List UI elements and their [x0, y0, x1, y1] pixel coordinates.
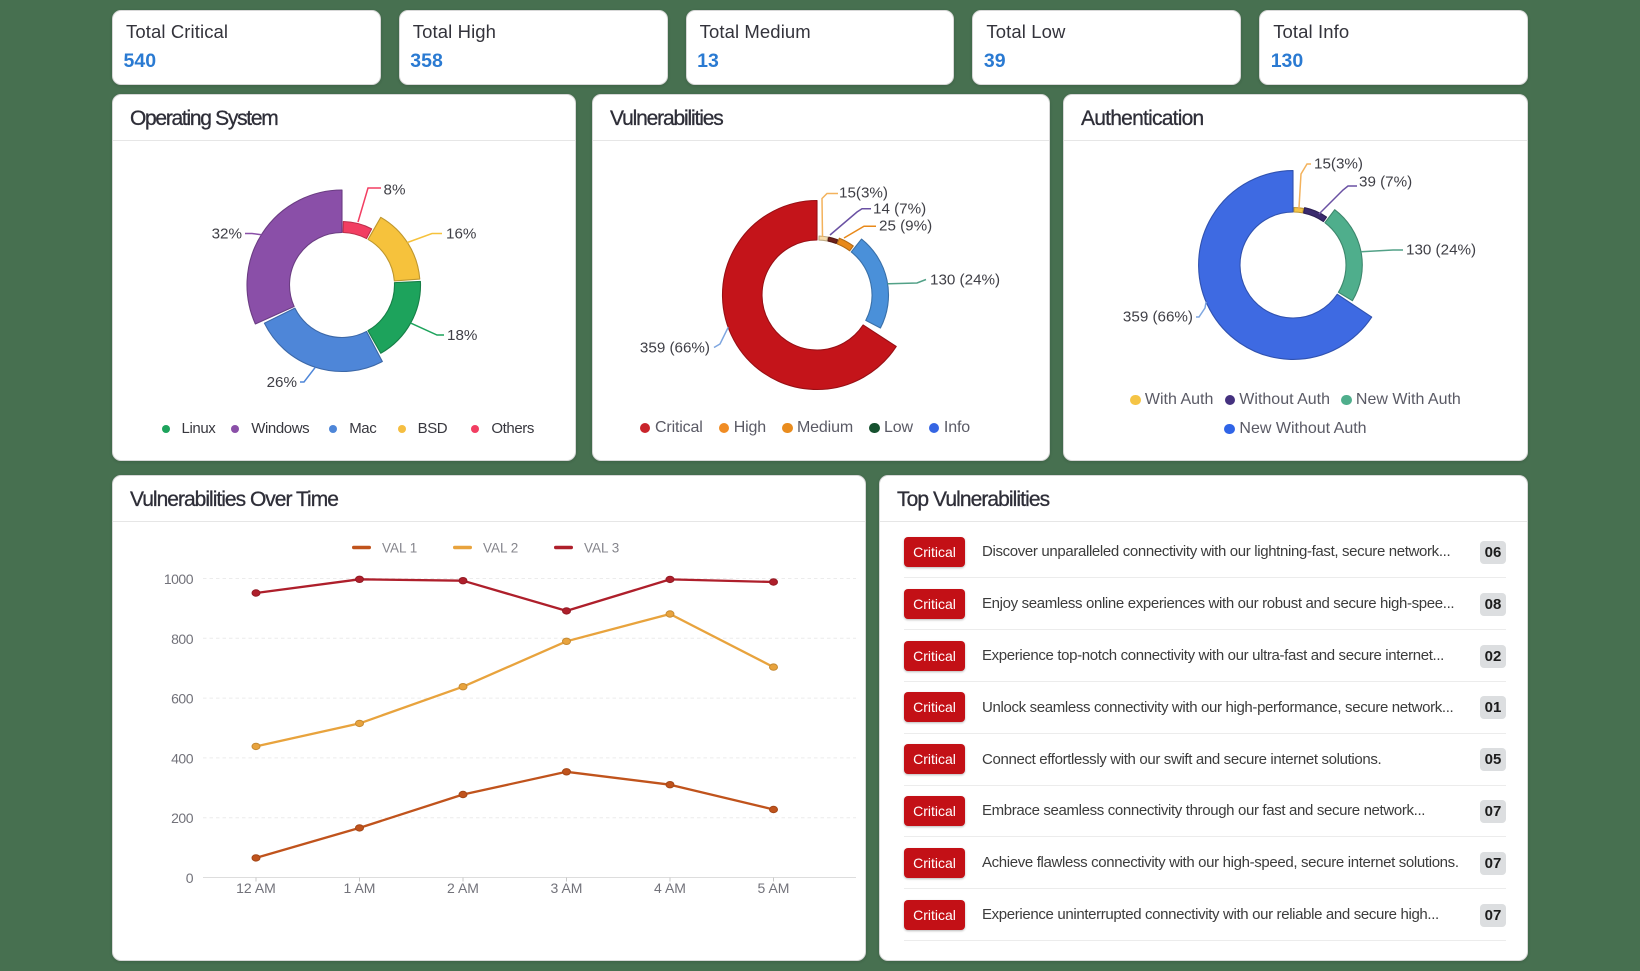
svg-text:4 AM: 4 AM [654, 880, 686, 896]
svg-text:0: 0 [186, 870, 194, 886]
svg-text:14 (7%): 14 (7%) [873, 201, 926, 218]
svg-text:400: 400 [171, 750, 194, 766]
svg-text:32%: 32% [212, 226, 242, 243]
svg-text:1000: 1000 [164, 571, 194, 587]
svg-text:VAL 3: VAL 3 [584, 540, 619, 555]
svg-text:25 (9%): 25 (9%) [879, 218, 932, 235]
svg-text:200: 200 [171, 810, 194, 826]
svg-text:130 (24%): 130 (24%) [930, 272, 1000, 289]
svg-text:800: 800 [171, 631, 194, 647]
svg-text:8%: 8% [384, 182, 406, 199]
svg-text:VAL 1: VAL 1 [382, 540, 417, 555]
svg-text:600: 600 [171, 691, 194, 707]
svg-text:359 (66%): 359 (66%) [1123, 309, 1193, 326]
svg-text:26%: 26% [267, 374, 297, 391]
svg-text:2 AM: 2 AM [447, 880, 479, 896]
svg-text:15(3%): 15(3%) [839, 185, 888, 202]
svg-text:1 AM: 1 AM [344, 880, 376, 896]
svg-text:15(3%): 15(3%) [1314, 156, 1363, 173]
svg-text:3 AM: 3 AM [551, 880, 583, 896]
svg-text:359 (66%): 359 (66%) [640, 340, 710, 357]
svg-text:12 AM: 12 AM [236, 880, 276, 896]
svg-text:18%: 18% [447, 327, 477, 344]
svg-text:VAL 2: VAL 2 [483, 540, 518, 555]
svg-text:39 (7%): 39 (7%) [1359, 174, 1412, 191]
svg-text:130 (24%): 130 (24%) [1406, 242, 1476, 259]
svg-text:5 AM: 5 AM [758, 880, 790, 896]
svg-text:16%: 16% [446, 226, 476, 243]
